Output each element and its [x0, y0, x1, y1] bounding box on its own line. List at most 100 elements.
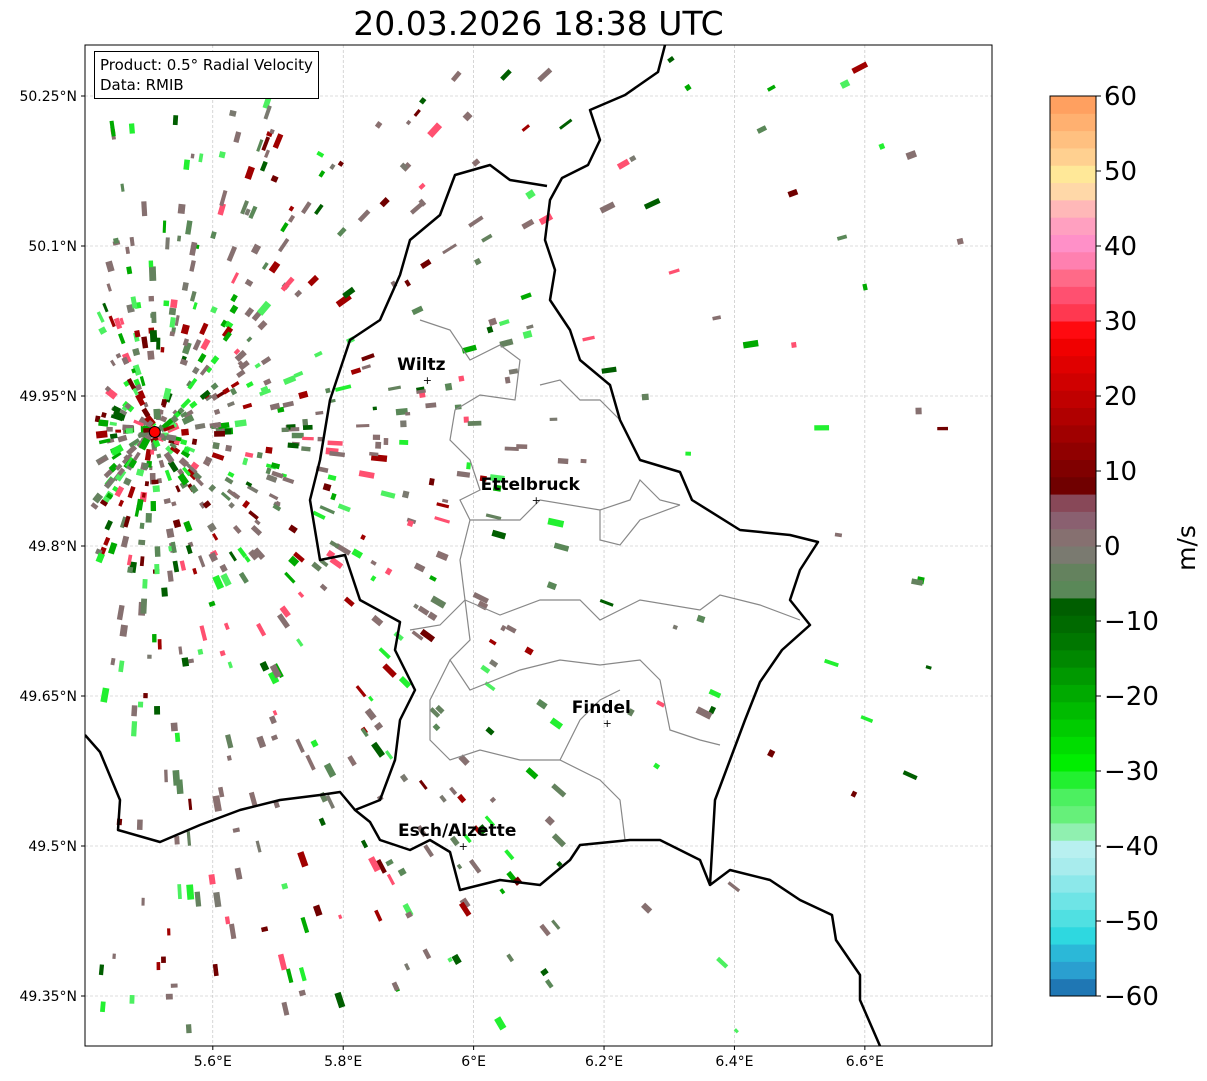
echo-cell	[103, 536, 111, 546]
echo-cell	[183, 159, 190, 171]
echo-cell	[137, 390, 146, 400]
echo-cell	[330, 492, 337, 501]
colorbar-segment	[1050, 407, 1096, 426]
echo-cell	[376, 859, 387, 874]
echo-cell	[358, 470, 375, 479]
echo-cell	[248, 791, 258, 808]
echo-cell	[182, 466, 191, 477]
colorbar-tick-label: −60	[1104, 982, 1159, 1012]
echo-cell	[126, 266, 133, 275]
echo-cell	[132, 387, 139, 396]
echo-cell	[186, 658, 195, 664]
echo-cell	[229, 304, 239, 314]
echo-cell	[132, 451, 141, 462]
echo-cell	[418, 779, 428, 790]
echo-cell	[194, 891, 202, 907]
colorbar-segment	[1050, 390, 1096, 409]
echo-cell	[244, 208, 251, 216]
echo-cell	[405, 412, 411, 416]
echo-cell	[128, 123, 135, 134]
echo-cell	[298, 989, 306, 997]
echo-cell	[351, 548, 364, 559]
echo-cell	[127, 566, 134, 574]
country-border	[543, 45, 882, 1046]
echo-cell	[197, 353, 207, 364]
canton-borders	[449, 599, 721, 746]
echo-cell	[338, 914, 343, 920]
echo-cell	[115, 429, 122, 433]
echo-cell	[227, 489, 238, 498]
echo-cell	[100, 1001, 106, 1013]
echo-cell	[132, 364, 142, 376]
echo-cell	[814, 425, 830, 431]
lat-tick-label: 49.65°N	[19, 689, 77, 705]
echo-cell	[118, 499, 125, 507]
echo-cell	[300, 916, 310, 934]
echo-cell	[372, 434, 381, 440]
echo-cell	[601, 366, 617, 374]
echo-cell	[169, 445, 181, 455]
echo-cell	[169, 331, 175, 337]
colorbar-segment	[1050, 926, 1096, 945]
echo-cell	[458, 754, 470, 766]
echo-cell	[288, 205, 295, 212]
echo-cell	[242, 402, 253, 410]
echo-cell	[265, 446, 273, 454]
echo-cell	[210, 305, 218, 314]
echo-cell	[277, 953, 288, 971]
echo-cell	[187, 377, 198, 390]
city-label: Findel	[572, 698, 631, 718]
echo-cell	[395, 407, 408, 416]
echo-cell	[319, 583, 328, 592]
echo-cell	[189, 400, 198, 409]
echo-cell	[580, 458, 587, 464]
echo-cell	[170, 722, 178, 732]
echo-cell	[123, 515, 131, 528]
echo-cell	[282, 375, 297, 386]
colorbar-segment	[1050, 580, 1096, 599]
echo-cell	[238, 571, 249, 584]
echo-cell	[220, 319, 228, 328]
echo-cell	[227, 661, 233, 669]
echo-cell	[255, 840, 262, 853]
echo-cell	[902, 770, 918, 781]
echo-cell	[508, 368, 519, 375]
lat-tick-label: 50.25°N	[19, 89, 77, 105]
echo-cell	[269, 402, 281, 411]
echo-cell	[244, 451, 254, 458]
echo-cell	[733, 1028, 739, 1034]
echo-cell	[488, 638, 497, 646]
echo-cell	[218, 786, 225, 798]
echo-cell	[220, 491, 231, 502]
echo-cell	[712, 315, 722, 321]
echo-cell	[441, 498, 449, 504]
echo-cell	[199, 364, 210, 376]
echo-cell	[180, 439, 188, 446]
echo-cell	[499, 888, 506, 895]
map-title: 20.03.2026 18:38 UTC	[353, 4, 724, 43]
echo-cell	[177, 884, 182, 900]
echo-cell	[599, 599, 614, 607]
echo-cell	[167, 460, 179, 473]
colorbar-segment	[1050, 147, 1096, 166]
echo-cell	[142, 579, 148, 589]
echo-cell	[205, 394, 213, 402]
echo-cell	[419, 628, 436, 643]
lat-tick-label: 49.5°N	[28, 839, 77, 855]
echo-cell	[313, 350, 323, 358]
echo-cell	[182, 341, 192, 355]
echo-cell	[170, 414, 179, 424]
echo-cell	[170, 299, 178, 309]
echo-cell	[194, 422, 206, 430]
echo-cell	[418, 198, 427, 207]
echo-cell	[911, 578, 924, 586]
echo-cell	[261, 262, 269, 270]
echo-cell	[399, 773, 409, 783]
echo-cell	[259, 661, 270, 672]
echo-cell	[265, 467, 272, 475]
echo-cell	[260, 385, 269, 393]
echo-cell	[337, 503, 351, 513]
echo-cell	[477, 824, 488, 835]
echo-cell	[202, 460, 211, 467]
echo-cell	[118, 332, 126, 345]
